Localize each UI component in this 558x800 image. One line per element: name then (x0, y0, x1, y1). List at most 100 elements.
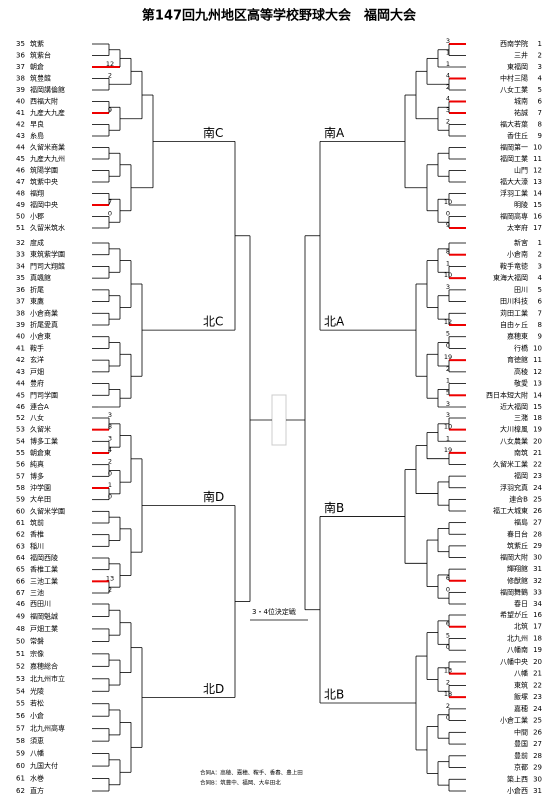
team-number: 53 (16, 426, 25, 434)
team-name: 福島 (514, 518, 528, 527)
team-number: 2 (538, 52, 542, 60)
score: 0 (446, 714, 450, 722)
team-number: 51 (16, 650, 25, 658)
team-number: 46 (16, 403, 25, 411)
team-name: 筑陽学園 (30, 166, 58, 175)
team-number: 32 (533, 577, 542, 585)
team-number: 52 (16, 662, 25, 670)
team-number: 17 (533, 224, 542, 232)
team-number: 56 (16, 712, 25, 720)
team-name: 香椎 (30, 530, 44, 539)
score: 13 (444, 667, 452, 675)
team-name: 西田川 (30, 600, 51, 608)
team-number: 19 (533, 646, 542, 654)
team-number: 11 (533, 356, 542, 364)
team-name: 小倉東 (30, 332, 51, 341)
team-number: 48 (16, 190, 25, 198)
score: 6 (446, 620, 450, 628)
team-name: 東鷹 (30, 297, 44, 306)
team-name: 東筑 (514, 680, 528, 689)
team-number: 2 (538, 251, 542, 259)
team-name: 西福大附 (30, 97, 58, 106)
score: 2 (446, 678, 450, 686)
team-name: 福翔 (30, 189, 44, 198)
team-number: 18 (533, 634, 542, 642)
team-name: 田川科技 (500, 297, 528, 306)
team-number: 5 (538, 286, 542, 294)
team-name: 福岡第一 (500, 143, 528, 152)
team-name: 三潴 (514, 413, 528, 422)
team-name: 春日 (514, 599, 528, 608)
team-name: 香椎工業 (30, 565, 58, 574)
team-name: 福岡舞鶴 (500, 587, 528, 596)
team-number: 58 (16, 484, 25, 492)
team-number: 41 (16, 109, 25, 117)
team-name: 度成 (30, 238, 44, 247)
team-number: 7 (538, 309, 542, 317)
team-name: 筑紫丘 (507, 541, 528, 550)
score: 7 (108, 198, 112, 206)
team-name: 浮羽究真 (500, 483, 528, 492)
team-number: 66 (16, 577, 25, 585)
score: 4 (108, 446, 112, 454)
team-name: 福岡 (514, 471, 528, 480)
team-name: 豊国 (514, 739, 528, 748)
team-number: 19 (533, 426, 542, 434)
team-number: 32 (16, 239, 25, 247)
team-number: 51 (16, 224, 25, 232)
team-name: 新宮 (514, 238, 528, 247)
team-name: 豊府 (30, 379, 44, 388)
team-name: 浮羽工業 (500, 189, 528, 198)
team-number: 16 (533, 213, 542, 221)
team-name: 折尾愛真 (30, 320, 58, 329)
team-number: 20 (533, 437, 542, 445)
team-number: 50 (16, 637, 25, 645)
team-name: 行橋 (514, 343, 528, 352)
team-number: 60 (16, 507, 25, 515)
team-name: 九産大九産 (30, 108, 65, 117)
team-name: 輝翔館 (507, 564, 528, 573)
team-name: 小郡 (30, 212, 44, 221)
team-name: 明陵 (514, 200, 528, 209)
team-name: 玄洋 (30, 355, 44, 364)
team-name: 三井 (514, 51, 528, 60)
team-number: 58 (16, 737, 25, 745)
team-number: 4 (538, 75, 543, 83)
team-name: 福大大濠 (500, 177, 528, 186)
score: 2 (446, 365, 450, 373)
team-number: 23 (533, 472, 542, 480)
team-name: 自由ヶ丘 (500, 320, 528, 329)
team-name: 山門 (514, 166, 528, 175)
score: 12 (444, 318, 452, 326)
team-number: 28 (533, 530, 542, 538)
score: 10 (444, 423, 452, 431)
team-number: 67 (16, 589, 25, 597)
team-name: 若松 (30, 699, 44, 708)
team-name: 門司学園 (30, 390, 58, 399)
team-number: 52 (16, 414, 25, 422)
team-name: 小倉商業 (30, 308, 58, 317)
team-name: 中村三陽 (500, 74, 528, 83)
team-number: 14 (533, 190, 542, 198)
team-name: 八幡南 (507, 645, 528, 654)
team-name: 朝倉 (30, 62, 44, 71)
team-name: 宗像 (30, 649, 44, 658)
team-name: 福工大城東 (493, 506, 528, 515)
score: 3 (446, 283, 450, 291)
score: 19 (444, 353, 452, 361)
team-name: 小倉南 (507, 250, 528, 259)
team-name: 久留米学園 (30, 506, 65, 515)
score: 5 (446, 330, 450, 338)
team-number: 45 (16, 155, 25, 163)
team-number: 57 (16, 472, 25, 480)
team-name: 嘉穂東 (507, 332, 528, 341)
score: 2 (446, 83, 450, 91)
score: 0 (108, 469, 112, 477)
team-number: 7 (538, 109, 542, 117)
team-name: 光陵 (30, 686, 44, 695)
team-number: 49 (16, 201, 25, 209)
team-number: 59 (16, 496, 25, 504)
team-number: 54 (16, 437, 25, 445)
team-number: 5 (538, 86, 542, 94)
team-name: 嘉穂 (514, 704, 528, 713)
